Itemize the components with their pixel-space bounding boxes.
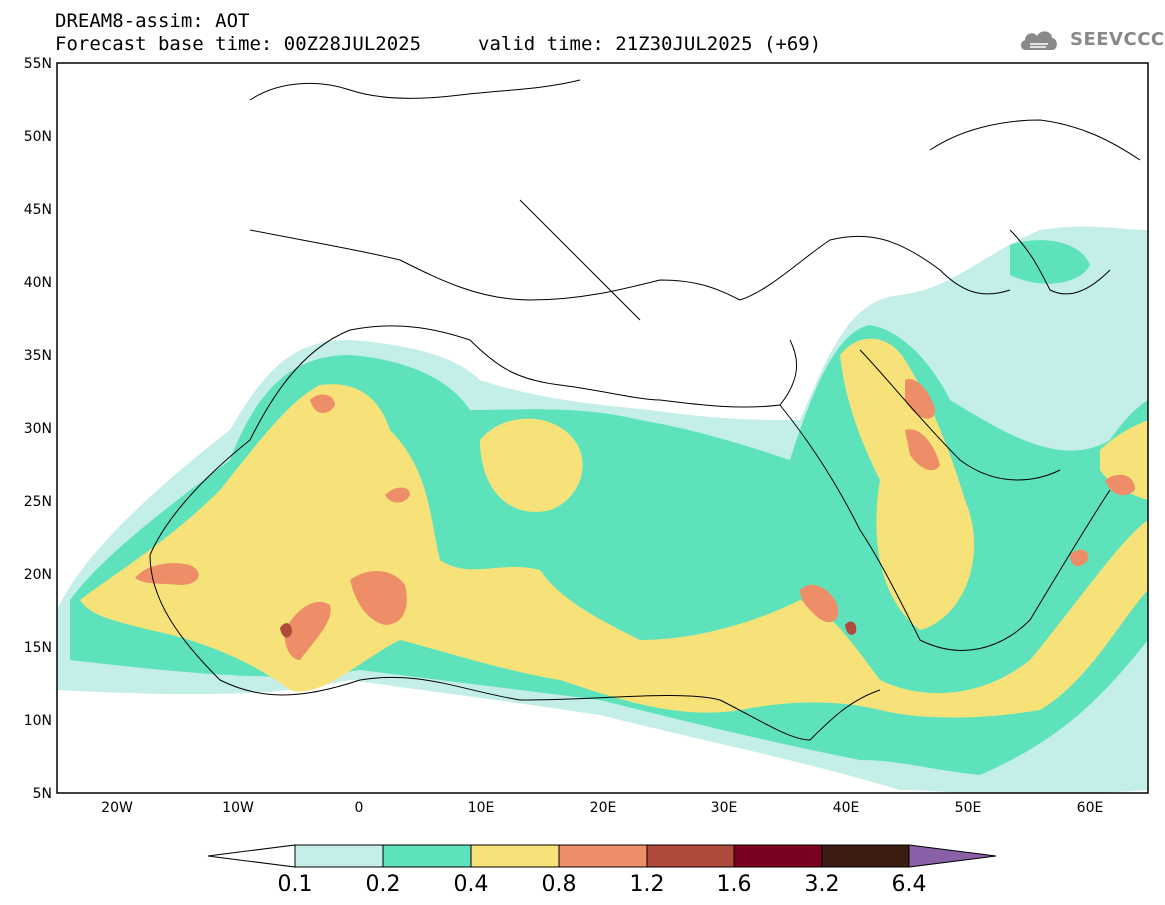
lon-label: 60E <box>1077 800 1104 816</box>
lon-label: 30E <box>711 800 738 816</box>
latitude-labels: 55N 50N 45N 40N 35N 30N 25N 20N 15N 10N … <box>24 56 52 802</box>
colorbar <box>207 844 997 868</box>
colorbar-label: 1.2 <box>630 872 665 897</box>
lat-label: 25N <box>24 494 52 510</box>
lat-label: 5N <box>33 786 52 802</box>
lon-label: 40E <box>833 800 860 816</box>
coastlines <box>149 79 1141 741</box>
colorbar-label: 0.4 <box>454 872 489 897</box>
aot-band-0.8 <box>135 379 1135 660</box>
lat-label: 10N <box>24 713 52 729</box>
lon-label: 10W <box>222 800 254 816</box>
lon-label: 20W <box>101 800 133 816</box>
colorbar-label: 1.6 <box>717 872 752 897</box>
cloud-logo-icon <box>1020 31 1057 50</box>
colorbar-label: 0.8 <box>542 872 577 897</box>
lat-label: 15N <box>24 640 52 656</box>
colorbar-label: 6.4 <box>892 872 927 897</box>
lat-label: 35N <box>24 348 52 364</box>
colorbar-segment <box>207 844 296 868</box>
colorbar-segment <box>908 844 997 868</box>
map-frame <box>56 62 1149 794</box>
lon-label: 50E <box>955 800 982 816</box>
lon-label: 20E <box>590 800 617 816</box>
longitude-labels: 20W 10W 0 10E 20E 30E 40E 50E 60E <box>101 800 1103 816</box>
lat-label: 50N <box>24 129 52 145</box>
colorbar-segment <box>733 844 823 868</box>
logo-text: SEEVCCC <box>1070 29 1165 50</box>
colorbar-label: 0.2 <box>366 872 401 897</box>
colorbar-segment <box>558 844 648 868</box>
colorbar-segment <box>294 844 384 868</box>
lon-label: 10E <box>468 800 495 816</box>
lat-label: 40N <box>24 275 52 291</box>
colorbar-label: 3.2 <box>805 872 840 897</box>
colorbar-segment <box>470 844 560 868</box>
colorbar-segment <box>646 844 735 868</box>
aot-band-1.2 <box>280 621 857 638</box>
colorbar-segment <box>821 844 910 868</box>
lat-label: 45N <box>24 202 52 218</box>
lat-label: 20N <box>24 567 52 583</box>
lat-label: 55N <box>24 56 52 72</box>
valid-time: valid time: 21Z30JUL2025 (+69) <box>478 33 822 55</box>
colorbar-segment <box>382 844 472 868</box>
colorbar-labels: 0.1 0.2 0.4 0.8 1.2 1.6 3.2 6.4 <box>278 872 927 897</box>
forecast-base-time: Forecast base time: 00Z28JUL2025 <box>55 33 422 55</box>
aot-field <box>57 226 1148 793</box>
map-title: DREAM8-assim: AOT <box>55 10 250 32</box>
lon-label: 0 <box>355 800 364 816</box>
lat-label: 30N <box>24 421 52 437</box>
aot-band-0.4 <box>80 338 1148 718</box>
colorbar-label: 0.1 <box>278 872 313 897</box>
